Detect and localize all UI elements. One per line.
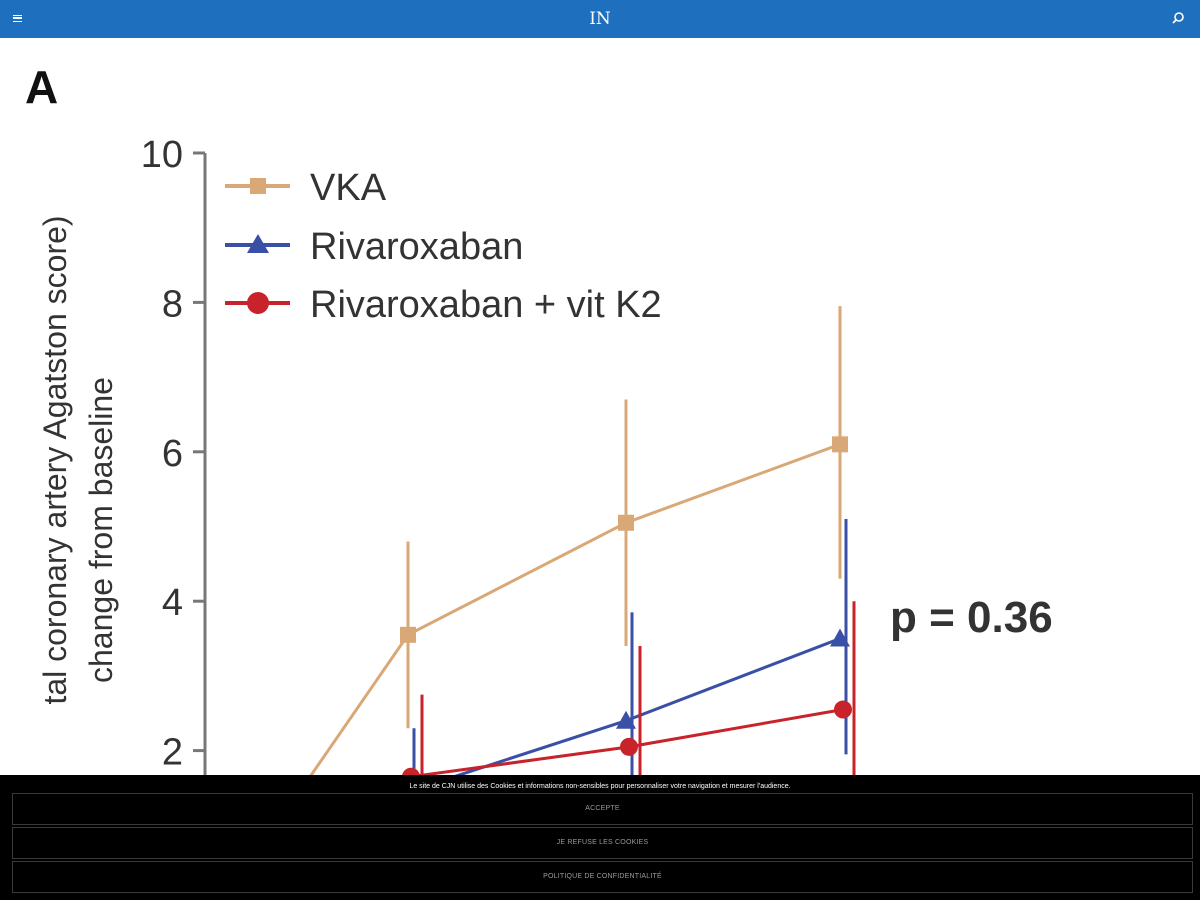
- cookie-message: Le site de CJN utilise des Cookies et in…: [409, 783, 791, 790]
- y-tick-label: 8: [162, 283, 183, 325]
- top-navigation-bar: IN: [0, 0, 1200, 38]
- y-tick-label: 10: [141, 134, 183, 176]
- cookie-banner: Le site de CJN utilise des Cookies et in…: [0, 775, 1200, 900]
- series-line: [309, 442, 841, 775]
- legend-label: VKA: [310, 167, 387, 209]
- y-axis-label-line2: change from baseline: [83, 377, 119, 683]
- article-figure: A tal coronary artery Agatston score) ch…: [0, 38, 1200, 775]
- site-logo[interactable]: IN: [589, 9, 611, 29]
- data-point: [830, 628, 850, 647]
- legend-marker: [250, 178, 266, 194]
- series-line: [454, 637, 841, 775]
- data-point: [400, 626, 416, 643]
- legend-label: Rivaroxaban + vit K2: [310, 284, 662, 326]
- y-tick-label: 6: [162, 433, 183, 475]
- data-point: [620, 737, 638, 756]
- privacy-policy-button[interactable]: POLITIQUE DE CONFIDENTIALITÉ: [12, 861, 1193, 893]
- y-tick-label: 4: [162, 582, 183, 624]
- accept-cookies-button[interactable]: ACCEPTE: [12, 793, 1193, 825]
- p-value-annotation: p = 0.36: [890, 593, 1053, 642]
- data-point: [616, 710, 636, 729]
- y-tick-label: 2: [162, 732, 183, 774]
- data-point: [832, 436, 848, 453]
- legend-marker: [247, 234, 269, 253]
- refuse-cookies-button[interactable]: JE REFUSE LES COOKIES: [12, 827, 1193, 859]
- panel-label: A: [25, 61, 58, 113]
- search-icon[interactable]: [1171, 11, 1185, 25]
- line-chart: A tal coronary artery Agatston score) ch…: [25, 61, 1053, 775]
- hamburger-menu-icon[interactable]: [10, 11, 24, 25]
- data-point: [402, 767, 420, 775]
- data-point: [834, 700, 852, 719]
- y-axis-label-line1: tal coronary artery Agatston score): [37, 215, 73, 704]
- legend-label: Rivaroxaban: [310, 226, 523, 268]
- legend-marker: [247, 292, 269, 314]
- data-point: [618, 514, 634, 531]
